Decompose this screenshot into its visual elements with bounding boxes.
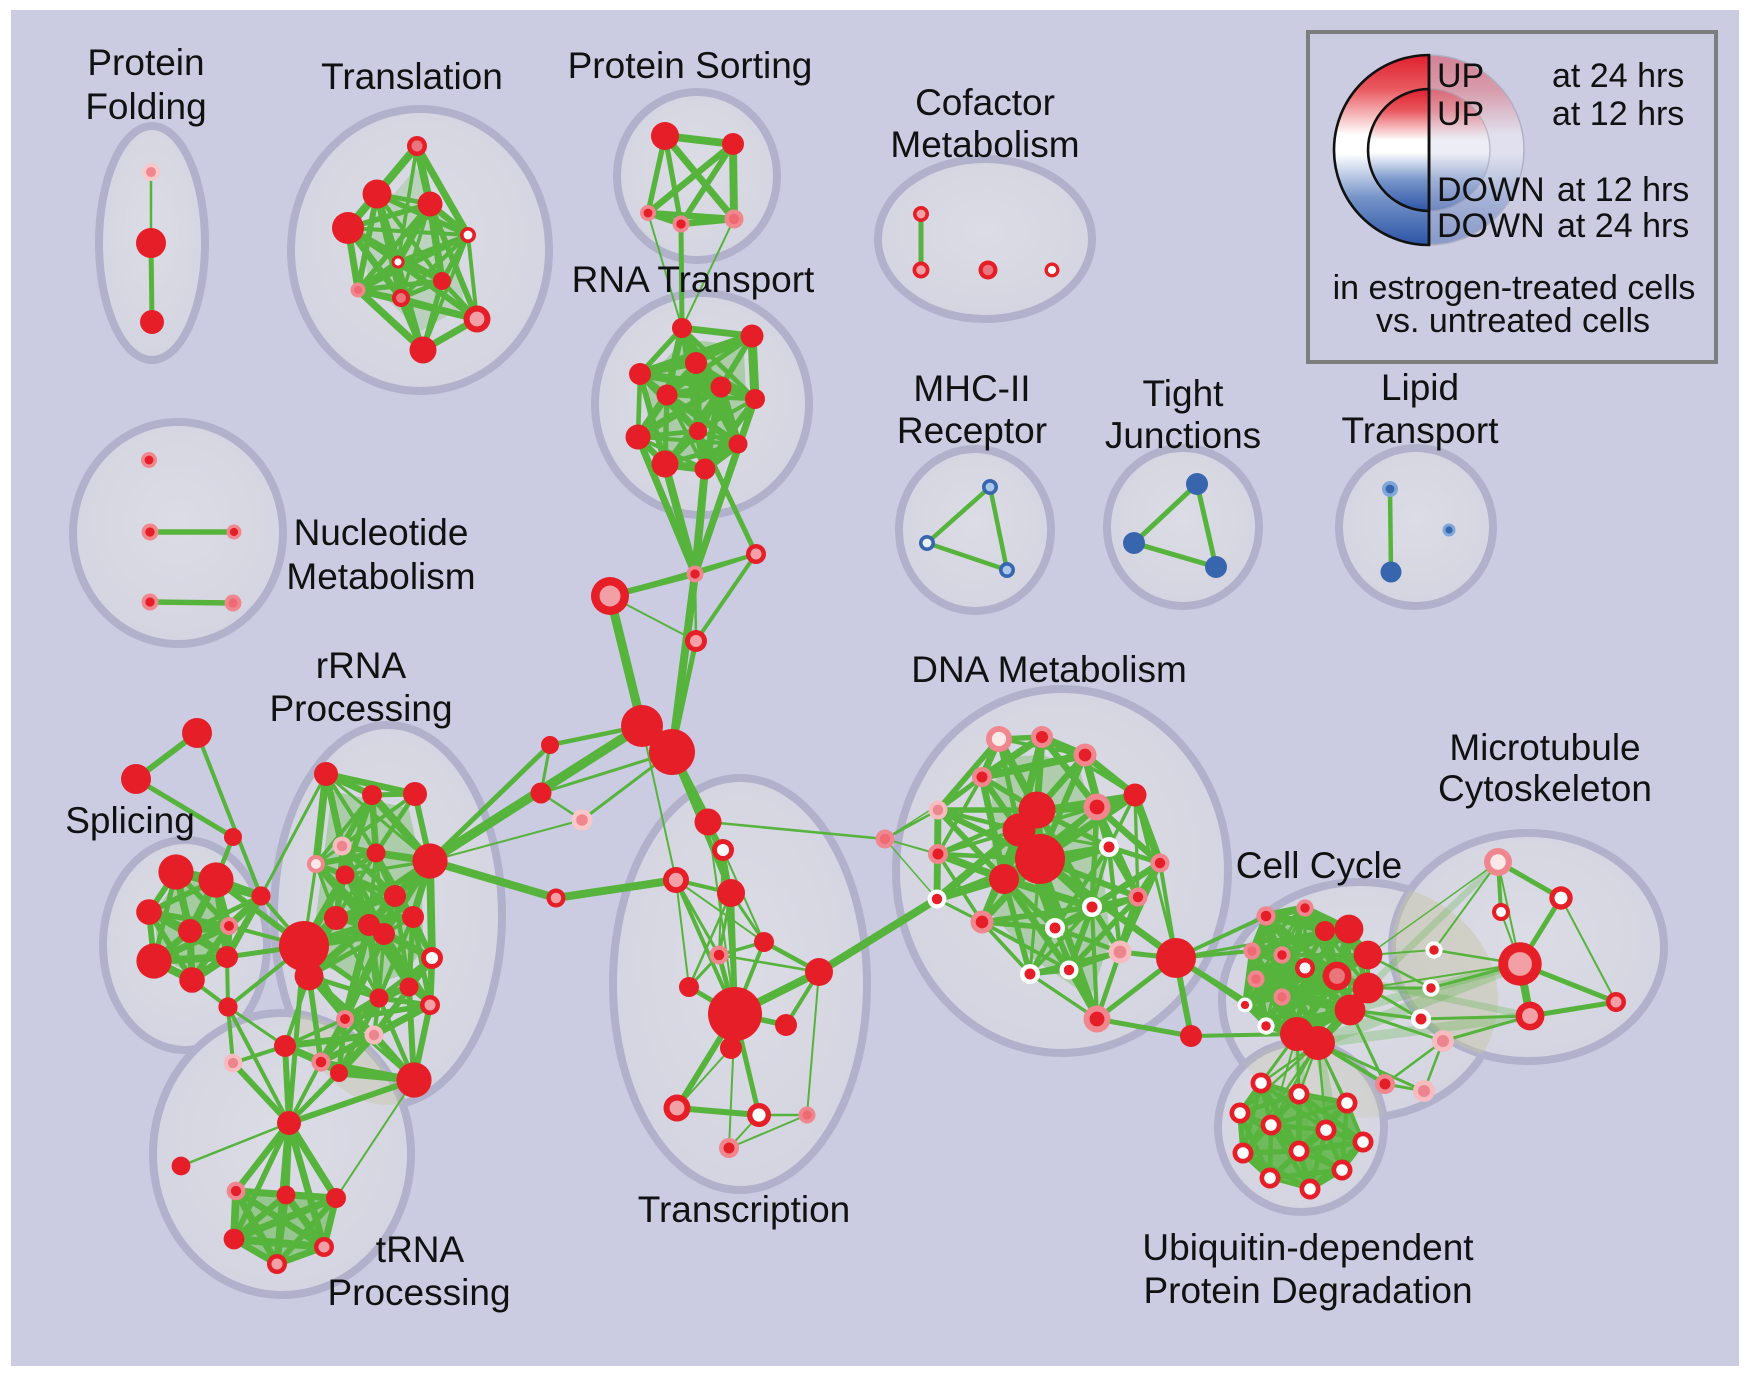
svg-text:Microtubule: Microtubule — [1449, 727, 1640, 768]
svg-text:Junctions: Junctions — [1105, 415, 1261, 456]
svg-text:Processing: Processing — [327, 1272, 510, 1313]
svg-text:DOWN: DOWN — [1437, 171, 1545, 209]
svg-text:Transcription: Transcription — [638, 1189, 850, 1230]
svg-text:at 12 hrs: at 12 hrs — [1552, 95, 1684, 133]
svg-text:Folding: Folding — [85, 86, 206, 127]
svg-text:at 24 hrs: at 24 hrs — [1557, 207, 1689, 245]
svg-text:Splicing: Splicing — [65, 800, 195, 841]
svg-text:Lipid: Lipid — [1381, 367, 1459, 408]
svg-text:in estrogen-treated cells: in estrogen-treated cells — [1333, 269, 1696, 307]
svg-text:MHC-II: MHC-II — [913, 368, 1030, 409]
svg-text:rRNA: rRNA — [316, 645, 407, 686]
svg-text:Cell Cycle: Cell Cycle — [1236, 845, 1403, 886]
svg-text:Protein: Protein — [87, 42, 204, 83]
svg-text:DOWN: DOWN — [1437, 207, 1545, 245]
svg-text:Nucleotide: Nucleotide — [294, 512, 469, 553]
svg-text:Protein Sorting: Protein Sorting — [568, 45, 813, 86]
svg-text:Ubiquitin-dependent: Ubiquitin-dependent — [1142, 1227, 1474, 1268]
svg-text:RNA Transport: RNA Transport — [572, 259, 815, 300]
svg-text:DNA Metabolism: DNA Metabolism — [911, 649, 1187, 690]
svg-text:Transport: Transport — [1342, 410, 1500, 451]
svg-text:Translation: Translation — [321, 56, 503, 97]
svg-text:tRNA: tRNA — [376, 1229, 465, 1270]
svg-text:vs. untreated cells: vs. untreated cells — [1376, 302, 1650, 340]
svg-text:at 24 hrs: at 24 hrs — [1552, 57, 1684, 95]
svg-text:Cytoskeleton: Cytoskeleton — [1438, 768, 1652, 809]
svg-text:Metabolism: Metabolism — [286, 556, 475, 597]
svg-text:UP: UP — [1437, 57, 1484, 95]
svg-text:at 12 hrs: at 12 hrs — [1557, 171, 1689, 209]
svg-text:Cofactor: Cofactor — [915, 82, 1055, 123]
svg-text:Receptor: Receptor — [897, 410, 1047, 451]
svg-text:Metabolism: Metabolism — [890, 124, 1079, 165]
svg-text:Tight: Tight — [1143, 373, 1225, 414]
svg-text:Processing: Processing — [269, 688, 452, 729]
svg-text:Protein Degradation: Protein Degradation — [1143, 1270, 1472, 1311]
svg-text:UP: UP — [1437, 95, 1484, 133]
